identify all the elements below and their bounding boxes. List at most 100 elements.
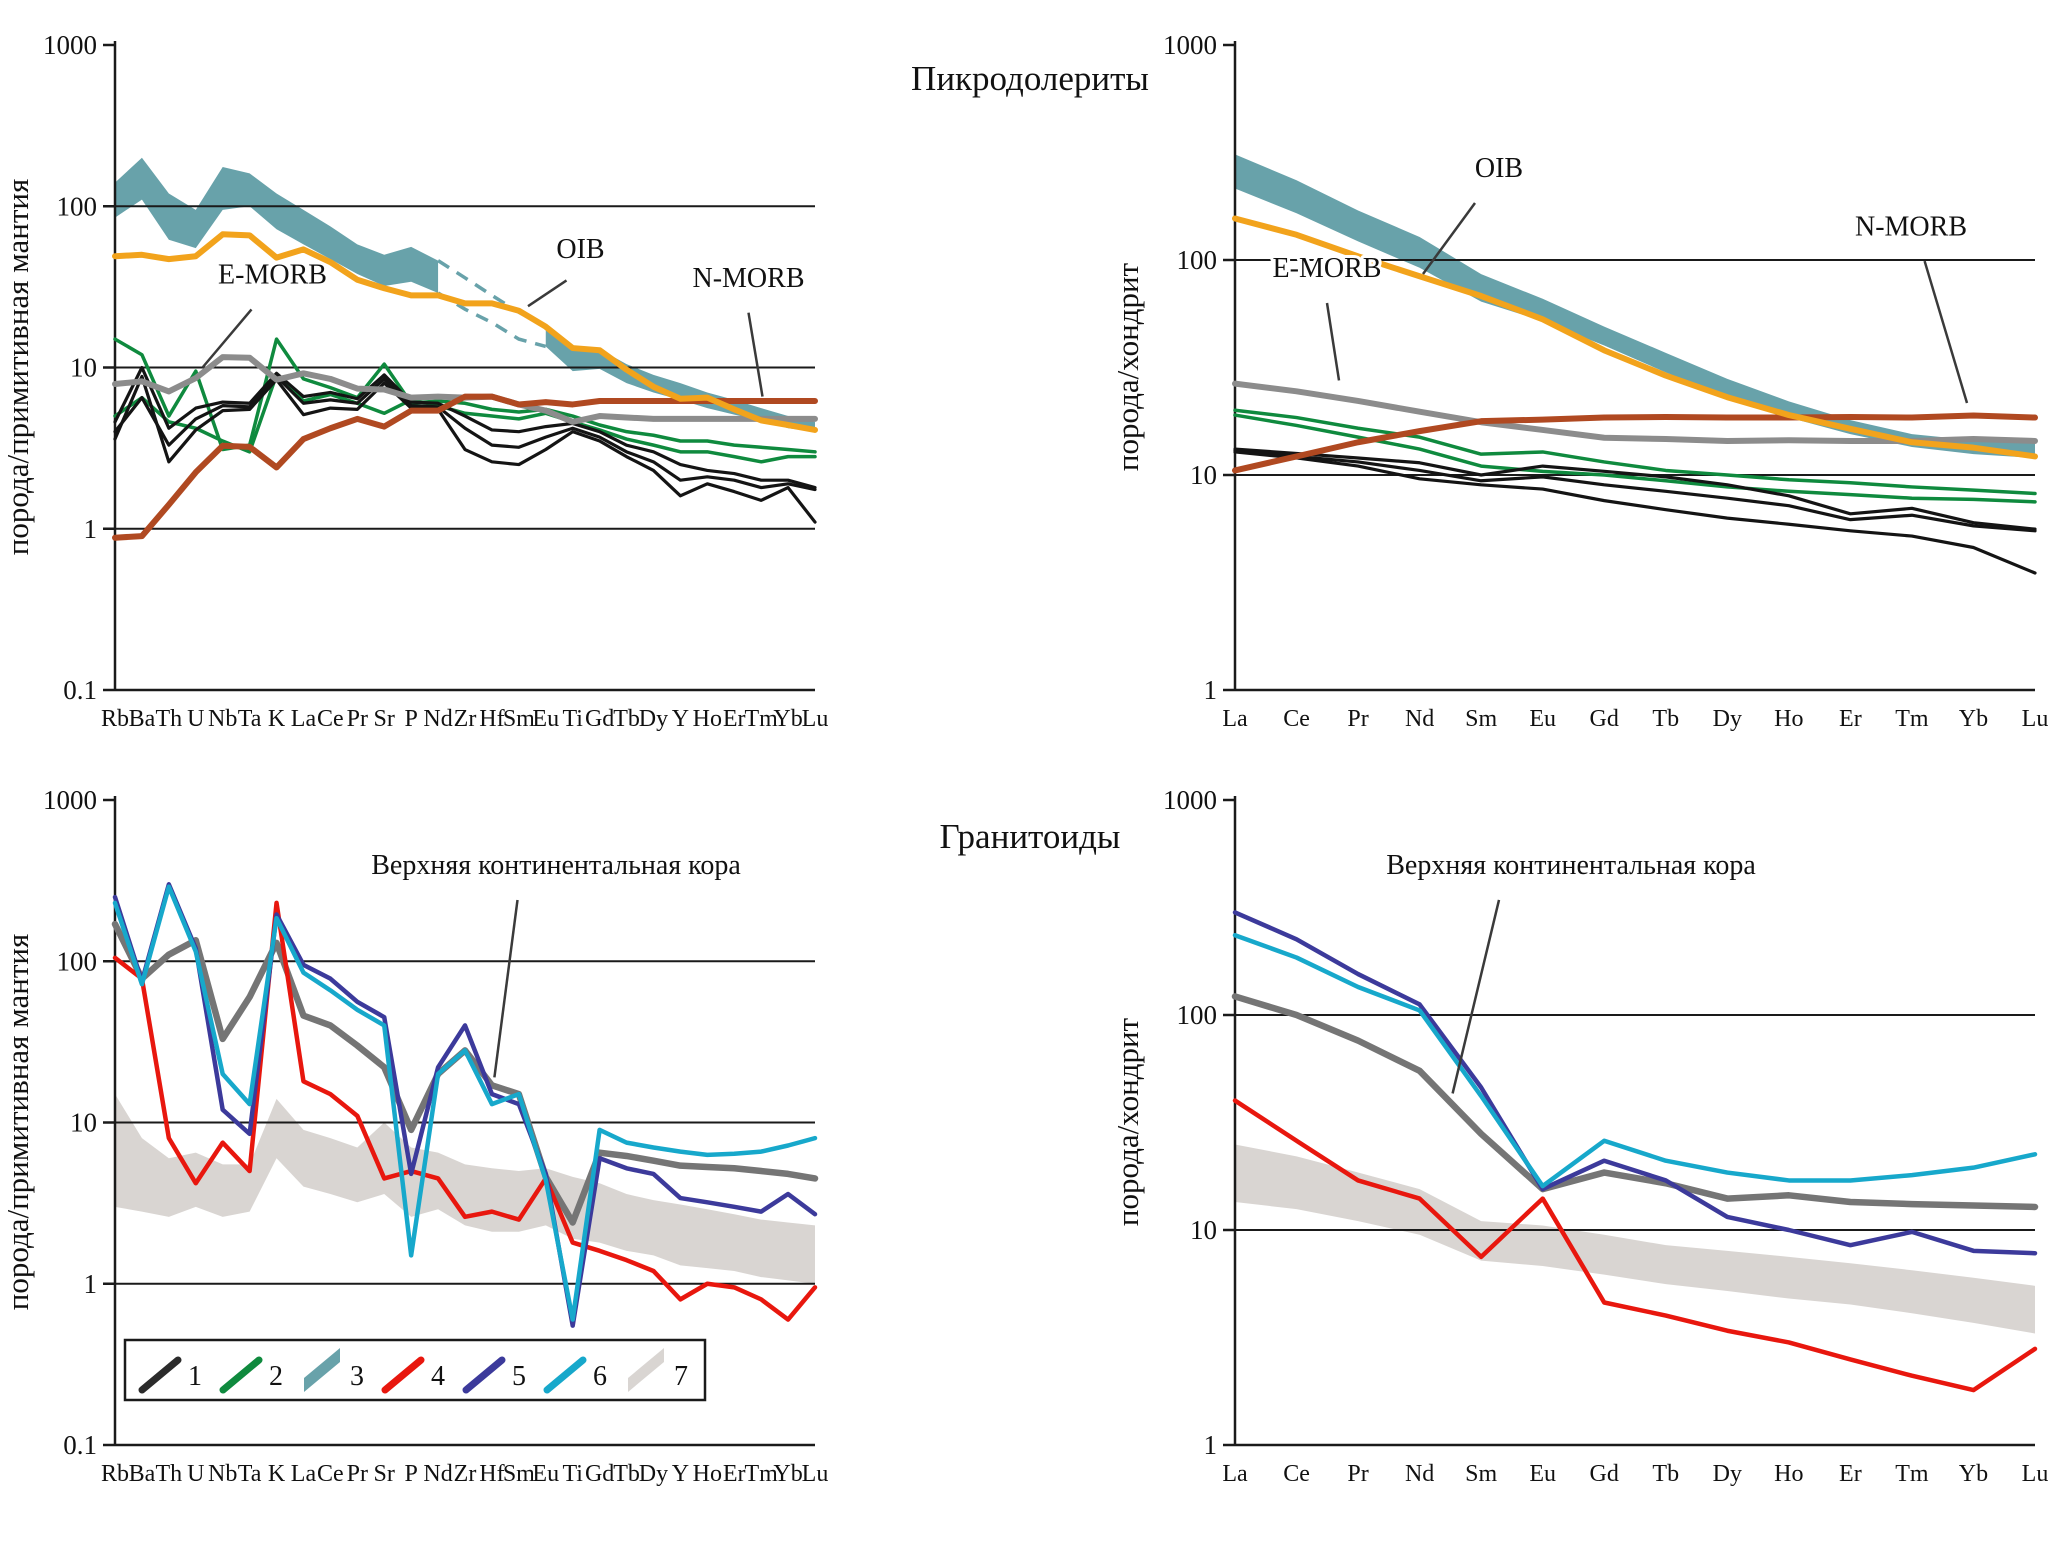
band-picrite-field-3 [1235,154,2035,458]
y-tick-label: 10 [70,1108,97,1138]
legend-box [123,1338,707,1402]
annotation-leader [1421,202,1477,275]
x-tick-label: P [404,1461,417,1487]
x-tick-label: Pr [1347,1461,1368,1487]
band-picrite-field-3 [545,326,815,432]
x-tick-label: Lu [802,706,829,732]
x-tick-label: Hf [479,706,504,732]
x-tick-label: Ce [1283,1461,1310,1487]
y-tick-label: 100 [57,946,98,976]
legend-swatch-band [628,1348,664,1392]
series-sample-1a [1233,447,2037,531]
series-sample-2a [1233,408,2037,496]
series-sample-1c [113,374,817,492]
x-tick-label: Tb [1652,706,1679,732]
x-tick-label: Gd [585,706,614,732]
band-granitoid-field-7 [1235,1144,2035,1334]
x-tick-label: Er [723,706,746,732]
legend-item-label: 2 [269,1361,283,1392]
y-tick-label: 10 [1190,1215,1217,1245]
series-sample-5 [112,882,818,1328]
annotation-leader [527,279,568,308]
y-tick-label: 1 [84,514,98,544]
x-tick-label: Dy [1713,1461,1742,1487]
x-tick-label: Nd [423,1461,452,1487]
annotation-label: N-MORB [1855,211,1967,242]
x-tick-label: Ce [317,1461,344,1487]
annotation-leader [1923,260,1969,404]
x-tick-label: Ti [562,706,583,732]
x-tick-label: La [1222,1461,1248,1487]
x-tick-label: Th [156,1461,183,1487]
legend-swatch-line [543,1356,587,1394]
x-tick-label: Lu [802,1461,829,1487]
y-tick-label: 1000 [43,785,97,815]
annotation-label: E-MORB [1273,253,1382,284]
series-sample-4 [112,900,818,1322]
x-tick-label: Lu [2022,706,2049,732]
x-tick-label: Lu [2022,1461,2049,1487]
y-tick-label: 10 [70,353,97,383]
x-tick-label: Yb [773,706,802,732]
x-tick-label: Sr [374,1461,395,1487]
x-tick-label: Rb [101,706,129,732]
legend-swatch-line [462,1356,506,1394]
x-tick-label: Hf [479,1461,504,1487]
y-tick-label: 0.1 [63,1430,97,1460]
series-OIB [1232,215,2038,460]
legend-swatch-band [304,1348,340,1392]
y-tick-label: 1 [1204,1430,1218,1460]
x-tick-label: Nb [208,1461,237,1487]
legend-item-label: 5 [512,1361,526,1392]
x-tick-label: Eu [1529,1461,1556,1487]
legend-swatch-line [381,1356,425,1394]
x-tick-label: Tm [744,1461,778,1487]
annotation-label: OIB [556,234,604,265]
x-tick-label: Er [1839,706,1862,732]
x-tick-label: Ba [129,1461,156,1487]
x-tick-label: U [187,706,204,732]
x-tick-label: Er [1839,1461,1862,1487]
x-tick-label: Nb [208,706,237,732]
y-tick-label: 1000 [1163,785,1217,815]
annotation-leader [201,308,253,369]
x-tick-label: Ho [693,1461,722,1487]
x-tick-label: Ti [562,1461,583,1487]
annotation-leader [1325,302,1341,381]
x-tick-label: Ta [238,1461,262,1487]
legend: 1 2 3 4 5 6 7 [123,1338,707,1402]
x-tick-label: Tm [1895,1461,1929,1487]
x-tick-label: Tb [613,1461,640,1487]
row1-title: Пикродолериты [911,59,1149,98]
x-tick-label: Sm [503,1461,535,1487]
y-tick-label: 1 [1204,675,1218,705]
annotation-label: N-MORB [692,263,804,294]
x-tick-label: Tb [1652,1461,1679,1487]
series-sample-6 [112,884,818,1322]
x-tick-label: Rb [101,1461,129,1487]
series-sample-1b [1233,450,2037,575]
legend-item-label: 6 [593,1361,607,1392]
x-tick-label: Sr [374,706,395,732]
series-N-MORB [1232,412,2038,474]
annotation-label: Верхняя континентальная кора [1386,850,1756,881]
series-sample-1a [113,365,817,490]
x-tick-label: Tb [613,706,640,732]
x-tick-label: Yb [1959,1461,1988,1487]
x-tick-label: Er [723,1461,746,1487]
series-E-MORB [1232,380,2038,444]
annotation-label: OIB [1475,153,1523,184]
x-tick-label: Sm [503,706,535,732]
ylabel-top-right: порода/хондрит [1110,262,1145,471]
legend-item-label: 3 [350,1361,364,1392]
x-tick-label: Pr [1347,706,1368,732]
x-tick-label: Dy [639,706,668,732]
ylabel-bottom-left: порода/примитивная мантия [0,934,35,1311]
series-sample-4 [1232,1098,2038,1393]
series-sample-5 [1232,910,2038,1256]
x-tick-label: Y [672,1461,689,1487]
x-tick-label: Dy [1713,706,1742,732]
x-tick-label: Zr [454,1461,477,1487]
x-tick-label: U [187,1461,204,1487]
x-tick-label: Eu [532,706,559,732]
